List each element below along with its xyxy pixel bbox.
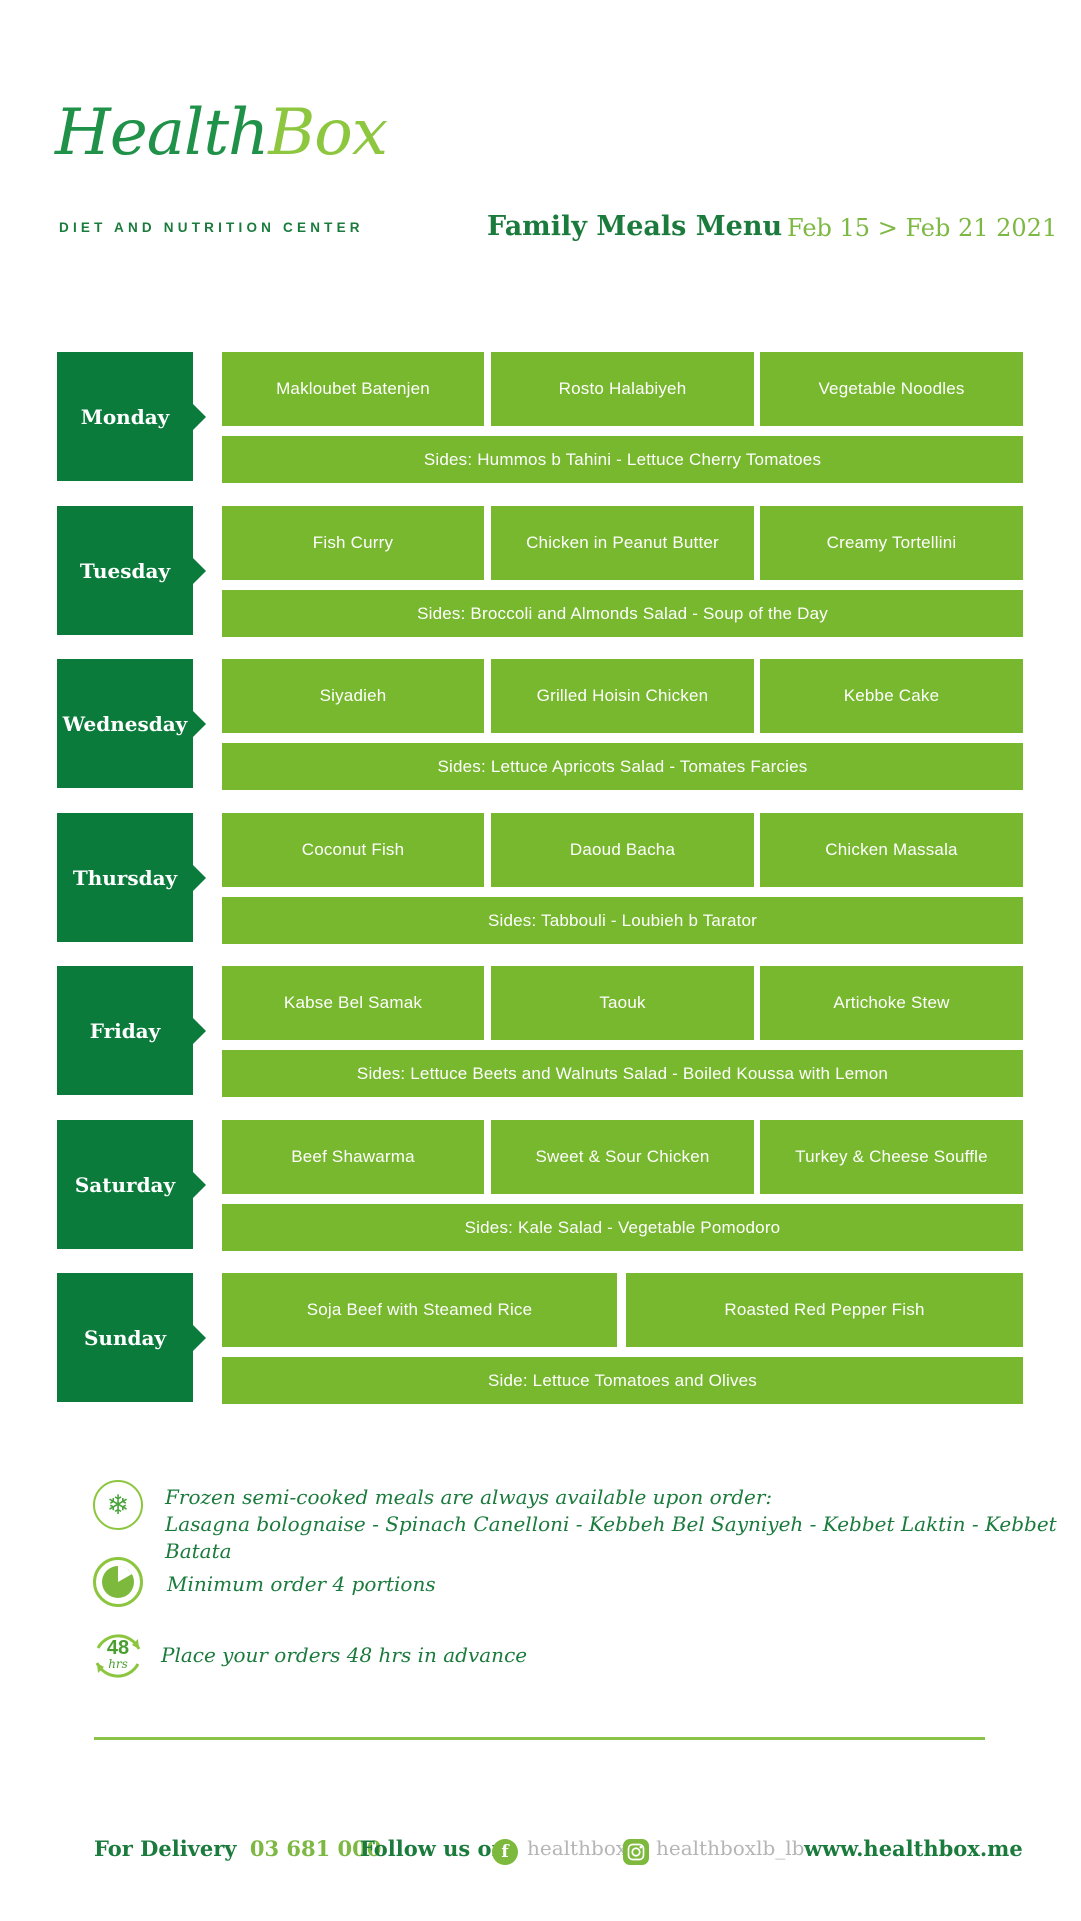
meal-card: Taouk	[491, 966, 754, 1040]
frozen-meals-note: Frozen semi-cooked meals are always avai…	[165, 1484, 1081, 1565]
menu-row-friday: Friday Kabse Bel Samak Taouk Artichoke S…	[57, 966, 1023, 1097]
menu-row-tuesday: Tuesday Fish Curry Chicken in Peanut But…	[57, 506, 1023, 637]
day-label-monday: Monday	[57, 352, 193, 481]
meal-card: Siyadieh	[222, 659, 484, 733]
meal-card: Turkey & Cheese Souffle	[760, 1120, 1023, 1194]
delivery-label: For Delivery	[94, 1836, 237, 1861]
sides-bar: Sides: Lettuce Beets and Walnuts Salad -…	[222, 1050, 1023, 1097]
sides-bar: Sides: Hummos b Tahini - Lettuce Cherry …	[222, 436, 1023, 483]
logo-box-text: Box	[268, 96, 388, 170]
meal-card: Fish Curry	[222, 506, 484, 580]
meal-card: Vegetable Noodles	[760, 352, 1023, 426]
sides-bar: Sides: Lettuce Apricots Salad - Tomates …	[222, 743, 1023, 790]
meal-card: Grilled Hoisin Chicken	[491, 659, 754, 733]
day-label-saturday: Saturday	[57, 1120, 193, 1249]
menu-row-sunday: Sunday Soja Beef with Steamed Rice Roast…	[57, 1273, 1023, 1404]
delivery-info: For Delivery 03 681 000	[94, 1836, 381, 1861]
48hrs-icon: 48 hrs	[88, 1626, 148, 1686]
advance-order-note: Place your orders 48 hrs in advance	[161, 1643, 528, 1667]
note-line: Lasagna bolognaise - Spinach Canelloni -…	[165, 1512, 1057, 1563]
meal-card: Rosto Halabiyeh	[491, 352, 754, 426]
footer-divider	[94, 1737, 985, 1740]
sides-bar: Sides: Kale Salad - Vegetable Pomodoro	[222, 1204, 1023, 1251]
menu-row-thursday: Thursday Coconut Fish Daoud Bacha Chicke…	[57, 813, 1023, 944]
sides-bar: Sides: Broccoli and Almonds Salad - Soup…	[222, 590, 1023, 637]
page-title: Family Meals Menu	[487, 211, 783, 242]
meal-card: Roasted Red Pepper Fish	[626, 1273, 1023, 1347]
follow-us-label: Follow us on	[360, 1836, 507, 1861]
meal-card: Kabse Bel Samak	[222, 966, 484, 1040]
logo-health-text: Health	[55, 96, 269, 170]
meal-card: Soja Beef with Steamed Rice	[222, 1273, 617, 1347]
menu-row-saturday: Saturday Beef Shawarma Sweet & Sour Chic…	[57, 1120, 1023, 1251]
day-label-tuesday: Tuesday	[57, 506, 193, 635]
note-line: Frozen semi-cooked meals are always avai…	[165, 1485, 773, 1509]
badge-48: 48	[106, 1637, 130, 1659]
instagram-handle: healthboxlb_lb	[656, 1836, 805, 1860]
meal-card: Kebbe Cake	[760, 659, 1023, 733]
meal-card: Coconut Fish	[222, 813, 484, 887]
snowflake-icon: ❄	[93, 1480, 143, 1530]
badge-hrs: hrs	[108, 1657, 128, 1671]
logo-tagline: DIET AND NUTRITION CENTER	[59, 220, 364, 235]
meal-card: Creamy Tortellini	[760, 506, 1023, 580]
meal-card: Chicken in Peanut Butter	[491, 506, 754, 580]
day-label-wednesday: Wednesday	[57, 659, 193, 788]
day-label-thursday: Thursday	[57, 813, 193, 942]
meal-card: Artichoke Stew	[760, 966, 1023, 1040]
menu-row-wednesday: Wednesday Siyadieh Grilled Hoisin Chicke…	[57, 659, 1023, 790]
clock-icon	[92, 1556, 144, 1608]
instagram-icon	[623, 1839, 649, 1865]
day-label-friday: Friday	[57, 966, 193, 1095]
meal-card: Chicken Massala	[760, 813, 1023, 887]
meal-card: Sweet & Sour Chicken	[491, 1120, 754, 1194]
meal-card: Makloubet Batenjen	[222, 352, 484, 426]
sides-bar: Sides: Tabbouli - Loubieh b Tarator	[222, 897, 1023, 944]
date-range: Feb 15 > Feb 21 2021	[787, 214, 1058, 242]
day-label-sunday: Sunday	[57, 1273, 193, 1402]
delivery-number: 03 681 000	[249, 1836, 382, 1861]
minimum-order-note: Minimum order 4 portions	[167, 1572, 436, 1596]
website-url: www.healthbox.me	[804, 1836, 1023, 1861]
facebook-icon: f	[492, 1839, 518, 1865]
meal-card: Daoud Bacha	[491, 813, 754, 887]
menu-row-monday: Monday Makloubet Batenjen Rosto Halabiye…	[57, 352, 1023, 483]
healthbox-logo: HealthBox	[55, 96, 388, 170]
meal-card: Beef Shawarma	[222, 1120, 484, 1194]
sides-bar: Side: Lettuce Tomatoes and Olives	[222, 1357, 1023, 1404]
